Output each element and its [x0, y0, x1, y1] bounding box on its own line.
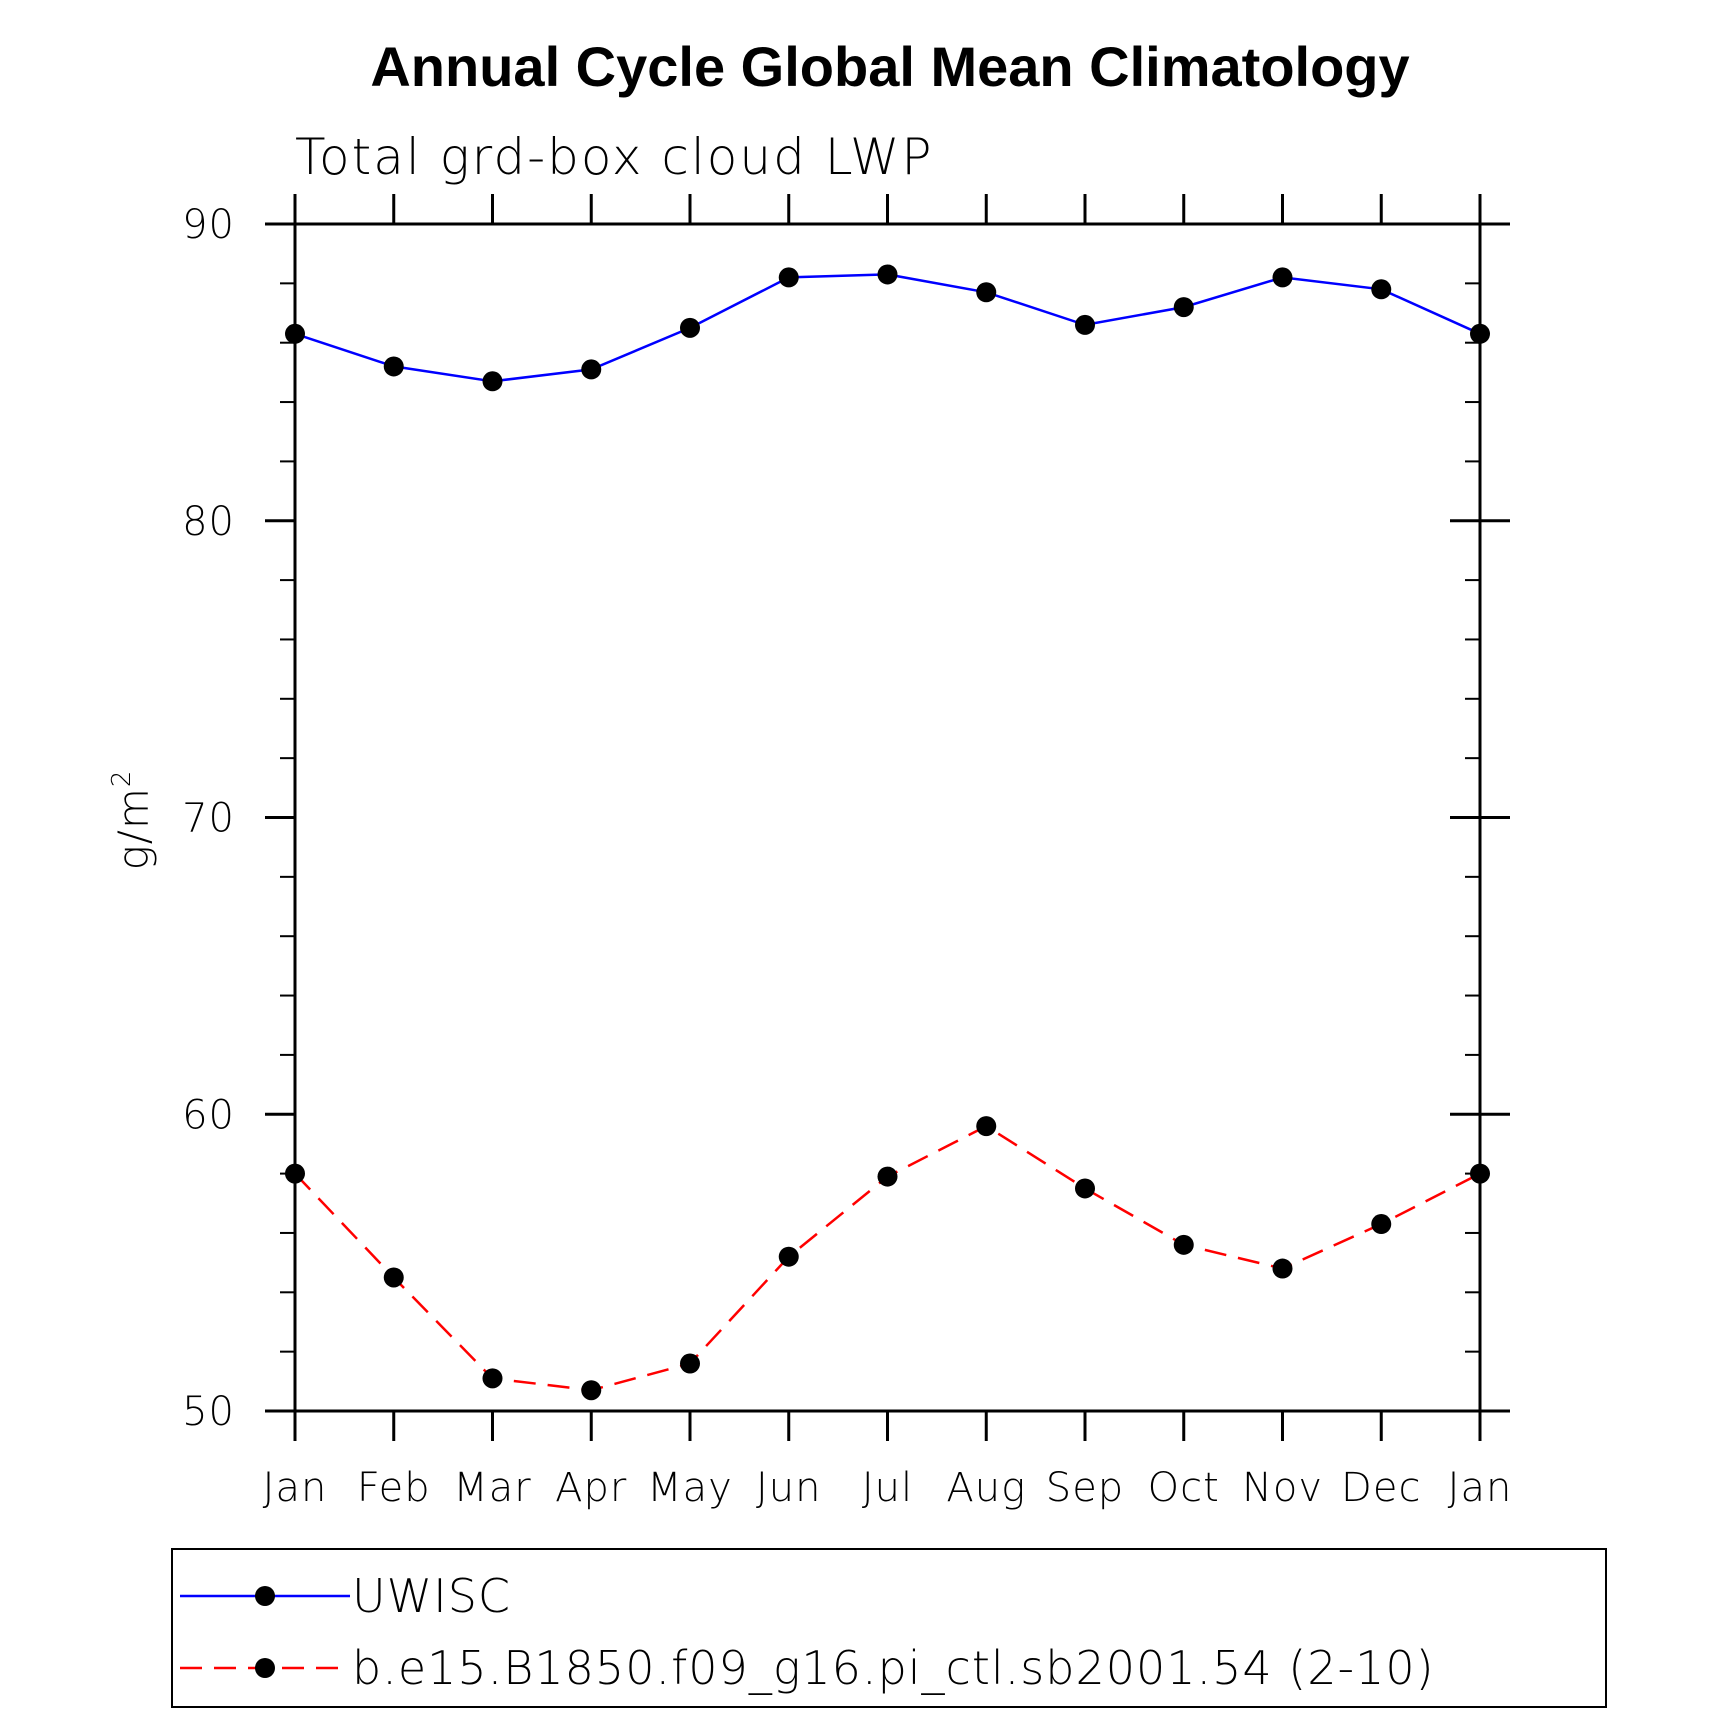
series-line-2	[294, 1124, 1481, 1392]
legend: UWISC b.e15.B1850.f09_g16.pi_ctl.sb2001.5…	[180, 1569, 1435, 1695]
series-1-point	[877, 264, 898, 285]
series-2-point	[877, 1166, 898, 1187]
series-2-point	[976, 1116, 997, 1137]
legend-label-2: b.e15.B1850.f09_g16.pi_ctl.sb2001.54 (2-…	[352, 1641, 1435, 1695]
x-tick-label: Apr	[555, 1465, 627, 1511]
x-tick-label: Dec	[1341, 1465, 1421, 1511]
x-tick-label: Jul	[862, 1465, 913, 1511]
series-1-point	[778, 267, 799, 288]
series-2-point	[581, 1380, 602, 1401]
series-2-point	[1075, 1178, 1095, 1199]
y-tick-label: 60	[182, 1092, 235, 1138]
series-2-point	[1371, 1214, 1392, 1235]
y-tick-label: 50	[182, 1389, 235, 1435]
series-2-point	[1470, 1163, 1490, 1184]
x-tick-label: Feb	[357, 1465, 431, 1511]
x-tick-label: Sep	[1046, 1465, 1124, 1511]
series-1-point	[581, 359, 602, 380]
legend-box	[171, 1548, 1607, 1708]
x-tick-label: Jun	[756, 1465, 822, 1511]
y-tick-label: 80	[182, 499, 235, 545]
chart-title: Annual Cycle Global Mean Climatology	[370, 35, 1409, 98]
series-1-point	[1173, 297, 1194, 318]
series-1-point	[383, 356, 404, 377]
y-tick-label: 70	[182, 796, 235, 842]
series-1-point	[1371, 279, 1392, 300]
y-axis-title: g/m2	[107, 770, 158, 871]
y-axis-label: g/m	[109, 787, 158, 870]
series-1-point	[1470, 323, 1490, 344]
y-tick-label: 90	[182, 202, 235, 248]
series-1-point	[1075, 314, 1095, 335]
x-tick-label: Jan	[1448, 1465, 1513, 1511]
series-1-point	[976, 282, 997, 303]
x-tick-label: Aug	[946, 1465, 1026, 1511]
series-1-point	[285, 323, 305, 344]
series-1-point	[482, 371, 503, 392]
chart-subtitle: Total grd-box cloud LWP	[295, 128, 934, 186]
x-tick-label: Jan	[263, 1465, 328, 1511]
x-tick-label: Oct	[1148, 1465, 1220, 1511]
series-2-point	[383, 1267, 404, 1288]
series-2-point	[285, 1163, 305, 1184]
plot-frame	[293, 222, 1482, 1413]
x-tick-label: Nov	[1242, 1465, 1323, 1511]
axis-ticks: Jan Feb Mar Apr May Jun Jul Aug Sep Oct Nov Dec Jan 5…	[182, 194, 1513, 1511]
x-tick-label: May	[647, 1465, 733, 1511]
legend-marker-2	[255, 1658, 275, 1678]
series-2-point	[482, 1368, 503, 1389]
series-layer	[285, 264, 1490, 1401]
legend-label-1: UWISC	[352, 1569, 511, 1623]
series-1-point	[680, 317, 700, 338]
legend-marker-1	[255, 1586, 275, 1606]
x-tick-label: Mar	[453, 1465, 531, 1511]
series-2-point	[778, 1246, 799, 1267]
series-1-point	[1272, 267, 1293, 288]
series-2-point	[680, 1353, 700, 1374]
series-2-point	[1272, 1258, 1293, 1279]
svg-text:g/m2: g/m2	[107, 770, 158, 871]
y-axis-label-superscript: 2	[107, 770, 137, 788]
series-line-1	[294, 273, 1481, 383]
series-2-point	[1173, 1234, 1194, 1255]
